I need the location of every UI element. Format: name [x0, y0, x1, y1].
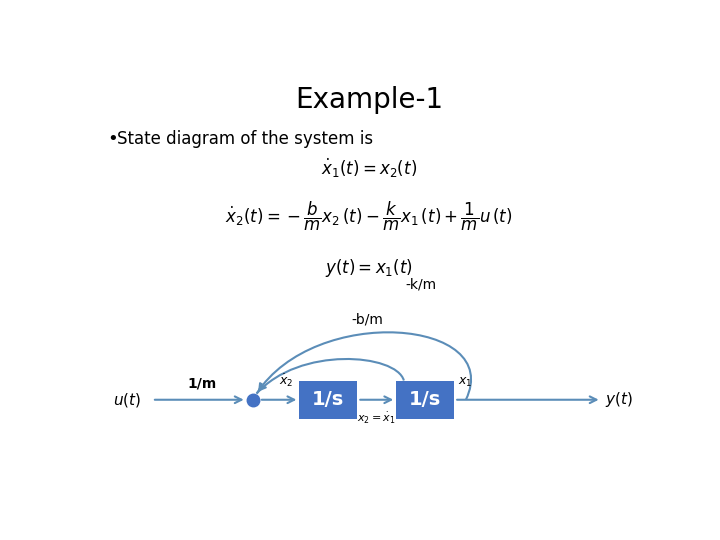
Text: $\dot{x}_2$: $\dot{x}_2$: [279, 372, 293, 389]
FancyBboxPatch shape: [396, 381, 454, 419]
Text: Example-1: Example-1: [295, 86, 443, 114]
Text: $\dot{x}_1(t) = x_2(t)$: $\dot{x}_1(t) = x_2(t)$: [321, 157, 417, 180]
Text: -k/m: -k/m: [406, 278, 437, 292]
Text: $x_2 = \dot{x}_1$: $x_2 = \dot{x}_1$: [357, 411, 396, 427]
FancyBboxPatch shape: [300, 381, 357, 419]
Text: •: •: [107, 130, 118, 148]
Text: 1/s: 1/s: [409, 390, 441, 409]
Text: $u(t)$: $u(t)$: [113, 391, 141, 409]
Text: $x_1$: $x_1$: [458, 376, 472, 389]
Text: 1/s: 1/s: [312, 390, 344, 409]
Text: $y(t)$: $y(t)$: [606, 390, 634, 409]
Text: $\dot{x}_2(t) = -\dfrac{b}{m}x_2\,(t) - \dfrac{k}{m}x_1\,(t) + \dfrac{1}{m}u\,(t: $\dot{x}_2(t) = -\dfrac{b}{m}x_2\,(t) - …: [225, 200, 513, 233]
Text: 1/m: 1/m: [188, 376, 217, 390]
Text: -b/m: -b/m: [351, 313, 384, 327]
Text: $y(t) = x_1(t)$: $y(t) = x_1(t)$: [325, 257, 413, 279]
Text: State diagram of the system is: State diagram of the system is: [117, 130, 373, 148]
